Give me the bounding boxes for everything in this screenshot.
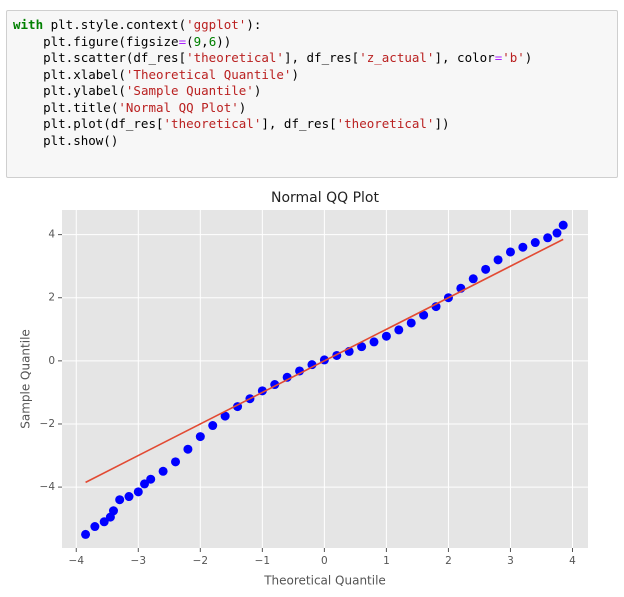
scatter-point xyxy=(208,421,218,431)
code-token: plt.ylabel( xyxy=(13,83,126,98)
scatter-point xyxy=(552,228,562,238)
code-token: , xyxy=(201,33,209,49)
scatter-point xyxy=(81,529,91,539)
x-tick-label: 1 xyxy=(383,555,390,567)
code-token: 'Sample Quantile' xyxy=(125,83,254,98)
x-tick-label: 4 xyxy=(569,555,576,567)
y-tick-label: −4 xyxy=(40,481,56,493)
scatter-point xyxy=(139,479,149,489)
code-token: plt.scatter(df_res[ xyxy=(13,50,187,65)
scatter-point xyxy=(381,331,391,341)
code-token: ( xyxy=(186,33,194,49)
code-token: ) xyxy=(253,83,262,98)
code-token: plt.xlabel( xyxy=(13,66,126,82)
x-tick-label: −3 xyxy=(131,555,146,567)
code-token: = xyxy=(494,50,503,65)
code-token: plt.title( xyxy=(13,99,119,115)
code-token: = xyxy=(178,33,187,49)
y-tick-label: −2 xyxy=(40,418,55,430)
code-token: 6 xyxy=(208,33,217,49)
y-tick-label: 2 xyxy=(48,292,55,304)
code-token: ], color xyxy=(434,50,495,65)
y-axis-label: Sample Quantile xyxy=(19,329,33,429)
code-token: plt.style.context( xyxy=(43,17,187,32)
code-line: plt.title('Normal QQ Plot') xyxy=(13,100,611,117)
scatter-point xyxy=(518,242,528,252)
code-line: with plt.style.context('ggplot'): xyxy=(13,17,611,34)
scatter-point xyxy=(124,492,134,502)
scatter-point xyxy=(183,444,193,454)
code-token: 'Normal QQ Plot' xyxy=(118,99,239,115)
code-token: plt.figure(figsize xyxy=(13,33,179,49)
code-token: )) xyxy=(216,33,232,49)
code-token: 'theoretical' xyxy=(336,116,435,131)
scatter-point xyxy=(133,487,143,497)
code-token: with xyxy=(13,17,44,32)
code-token: 9 xyxy=(193,33,202,49)
code-token: 'ggplot' xyxy=(186,17,247,32)
scatter-point xyxy=(481,264,491,274)
x-tick-label: −1 xyxy=(255,555,270,567)
scatter-point xyxy=(468,274,478,284)
scatter-point xyxy=(220,411,230,421)
scatter-point xyxy=(158,466,168,476)
scatter-point xyxy=(530,238,540,248)
code-line: plt.scatter(df_res['theoretical'], df_re… xyxy=(13,50,611,67)
code-line: plt.figure(figsize=(9,6)) xyxy=(13,34,611,51)
code-cell[interactable]: with plt.style.context('ggplot'): plt.fi… xyxy=(6,10,618,178)
scatter-point xyxy=(493,255,503,265)
x-tick-label: −2 xyxy=(193,555,208,567)
code-line: plt.show() xyxy=(13,133,611,150)
chart-title: Normal QQ Plot xyxy=(271,190,379,206)
x-tick-label: 3 xyxy=(507,555,514,567)
code-token: 'Theoretical Quantile' xyxy=(125,66,292,82)
scatter-point xyxy=(146,474,156,484)
code-line: plt.xlabel('Theoretical Quantile') xyxy=(13,67,611,84)
scatter-point xyxy=(406,318,416,328)
plot-area xyxy=(62,210,588,548)
x-axis-label: Theoretical Quantile xyxy=(263,574,386,588)
scatter-point xyxy=(419,310,429,320)
scatter-point xyxy=(394,325,404,335)
code-line: plt.plot(df_res['theoretical'], df_res['… xyxy=(13,116,611,133)
scatter-point xyxy=(171,457,181,467)
scatter-point xyxy=(99,517,109,527)
code-token: ], df_res[ xyxy=(261,116,337,131)
x-tick-label: 2 xyxy=(445,555,452,567)
code-token: 'b' xyxy=(502,50,525,65)
scatter-point xyxy=(195,432,205,442)
code-line: plt.ylabel('Sample Quantile') xyxy=(13,83,611,100)
code-token: ): xyxy=(246,17,262,32)
scatter-point xyxy=(505,247,515,257)
scatter-point xyxy=(369,337,379,347)
scatter-point xyxy=(115,495,125,505)
y-tick-label: 4 xyxy=(48,229,55,241)
scatter-point xyxy=(543,233,553,243)
code-token: ) xyxy=(238,99,247,115)
code-token: 'theoretical' xyxy=(163,116,262,131)
scatter-point xyxy=(357,342,367,352)
reference-line xyxy=(85,238,564,484)
scatter-point xyxy=(108,506,118,516)
code-token: ], df_res[ xyxy=(283,50,360,65)
code-token: 'theoretical' xyxy=(186,50,284,65)
y-tick-label: 0 xyxy=(48,355,55,367)
scatter-point xyxy=(90,522,100,532)
code-token: ) xyxy=(524,50,533,65)
x-tick-label: −4 xyxy=(69,555,85,567)
code-token: ) xyxy=(291,66,299,82)
code-token: ]) xyxy=(434,116,450,131)
code-token: plt.plot(df_res[ xyxy=(13,116,164,131)
code-token: 'z_actual' xyxy=(359,50,435,65)
x-tick-label: 0 xyxy=(321,555,328,567)
code-token: plt.show() xyxy=(13,132,119,148)
scatter-point xyxy=(558,220,568,230)
